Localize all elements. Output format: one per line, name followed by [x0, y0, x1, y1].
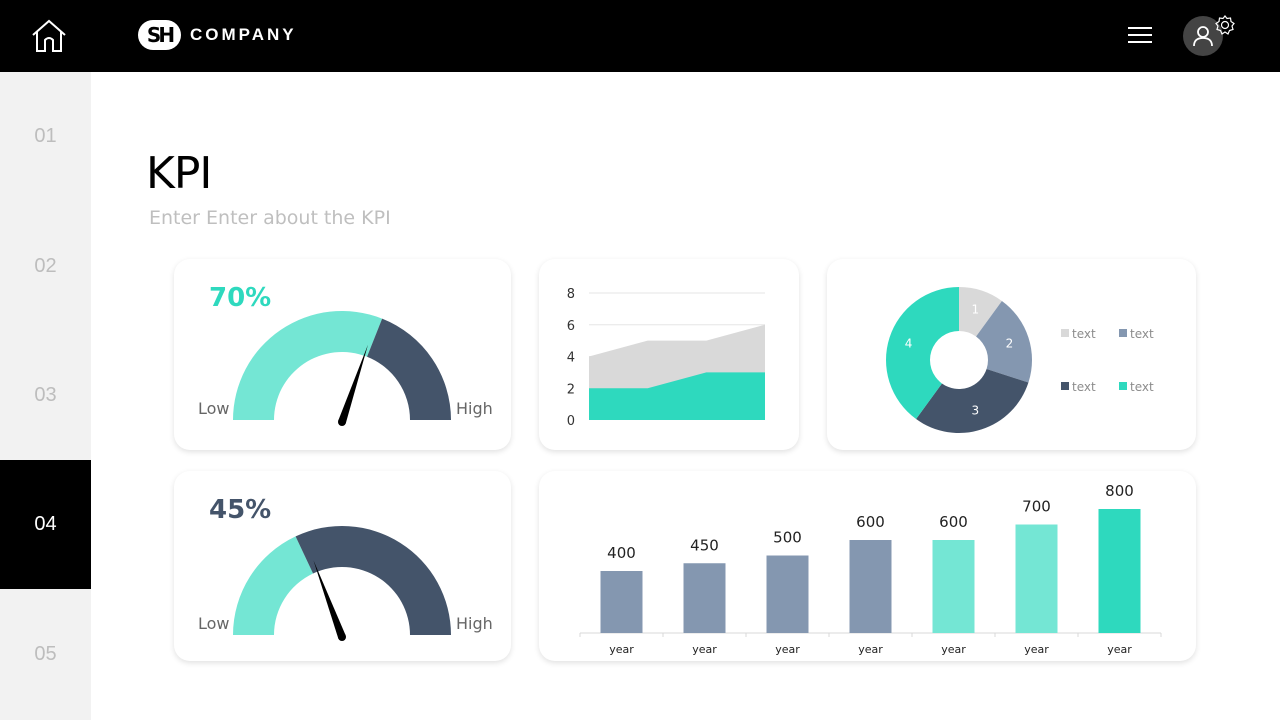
x-category-label: year	[1107, 643, 1132, 656]
hamburger-menu-icon[interactable]	[1128, 27, 1152, 45]
sidebar: 01 02 03 04 05	[0, 72, 91, 720]
y-tick-label: 2	[567, 382, 575, 397]
bar-data-label: 450	[690, 536, 719, 554]
gauge-needle	[313, 560, 346, 639]
legend-label: text	[1130, 327, 1154, 341]
sidebar-item-03[interactable]: 03	[34, 384, 57, 406]
area-series-series2	[589, 372, 765, 420]
bar-chart-card: 400 year 450 year 500 year 600 year 600 year 700 ye…	[539, 471, 1196, 661]
gauge-value-1: 70%	[209, 283, 272, 313]
gauge-value-2: 45%	[209, 495, 272, 525]
company-logo: SH COMPANY	[138, 20, 297, 50]
y-tick-label: 6	[567, 319, 575, 334]
legend-label: text	[1072, 327, 1096, 341]
x-category-label: year	[1024, 643, 1049, 656]
gauge-needle	[338, 344, 368, 424]
x-category-label: year	[775, 643, 800, 656]
bar	[849, 540, 892, 633]
bar	[1098, 509, 1141, 633]
bar-data-label: 500	[773, 529, 802, 547]
donut-chart: 1 2 3 4 text text text text	[886, 287, 1154, 433]
gauge-segment-rest	[367, 318, 451, 420]
bar	[1015, 524, 1058, 633]
gauge-needle-hub	[338, 633, 346, 641]
area-chart: 0 2 4 6 8	[567, 287, 765, 429]
gauge-low-label-1: Low	[198, 399, 230, 418]
gauge-high-label-1: High	[456, 399, 493, 418]
brand-name: COMPANY	[190, 25, 297, 44]
bar-chart: 400 year 450 year 500 year 600 year 600 year 700 ye…	[579, 482, 1162, 656]
gauge-high-label-2: High	[456, 614, 493, 633]
donut-segment-label: 3	[972, 403, 980, 417]
sidebar-item-05[interactable]: 05	[34, 643, 57, 665]
legend-label: text	[1130, 380, 1154, 394]
gauge-needle-hub	[338, 418, 346, 426]
bar	[766, 555, 809, 633]
donut-segment-2	[976, 300, 1032, 383]
bar	[932, 540, 975, 633]
page-subtitle: Enter Enter about the KPI	[149, 207, 391, 229]
y-tick-label: 8	[567, 287, 575, 302]
x-category-label: year	[858, 643, 883, 656]
legend-label: text	[1072, 380, 1096, 394]
sidebar-item-01[interactable]: 01	[34, 125, 57, 147]
bar-data-label: 600	[939, 513, 968, 531]
donut-segment-label: 2	[1006, 337, 1014, 351]
bar	[600, 571, 643, 633]
gauge-segment-filled	[233, 311, 383, 420]
donut-segment-4	[886, 287, 959, 420]
gear-icon[interactable]	[1215, 15, 1235, 35]
gauge-segment-filled	[233, 536, 314, 635]
legend-swatch	[1119, 382, 1127, 390]
y-tick-label: 0	[567, 414, 575, 429]
donut-segment-1	[959, 287, 1002, 337]
bar-data-label: 400	[607, 544, 636, 562]
user-icon	[1193, 26, 1213, 47]
home-icon	[32, 19, 66, 52]
home-button[interactable]	[30, 18, 68, 54]
x-category-label: year	[941, 643, 966, 656]
top-bar: SH COMPANY	[0, 0, 1280, 72]
donut-segment-label: 1	[972, 303, 980, 317]
gauge-chart-1	[233, 311, 451, 426]
legend-swatch	[1119, 329, 1127, 337]
legend-swatch	[1061, 329, 1069, 337]
donut-segment-3	[916, 368, 1029, 433]
bar-data-label: 700	[1022, 498, 1051, 516]
y-tick-label: 4	[567, 351, 575, 366]
gauge-low-label-2: Low	[198, 614, 230, 633]
donut-segment-label: 4	[905, 337, 913, 351]
gauge-segment-rest	[295, 526, 451, 635]
page-title: KPI	[146, 148, 212, 199]
gauge-chart-2	[233, 526, 451, 641]
gauge-card-1: 70% Low High	[174, 259, 511, 450]
area-chart-card: 0 2 4 6 8	[539, 259, 799, 450]
sidebar-item-04[interactable]: 04	[0, 460, 91, 589]
sidebar-item-02[interactable]: 02	[34, 255, 57, 277]
legend-swatch	[1061, 382, 1069, 390]
bar	[683, 563, 726, 633]
x-category-label: year	[609, 643, 634, 656]
logo-badge: SH	[138, 20, 181, 50]
x-category-label: year	[692, 643, 717, 656]
bar-data-label: 600	[856, 513, 885, 531]
bar-data-label: 800	[1105, 482, 1134, 500]
donut-chart-card: 1 2 3 4 text text text text	[827, 259, 1196, 450]
gauge-card-2: 45% Low High	[174, 471, 511, 661]
